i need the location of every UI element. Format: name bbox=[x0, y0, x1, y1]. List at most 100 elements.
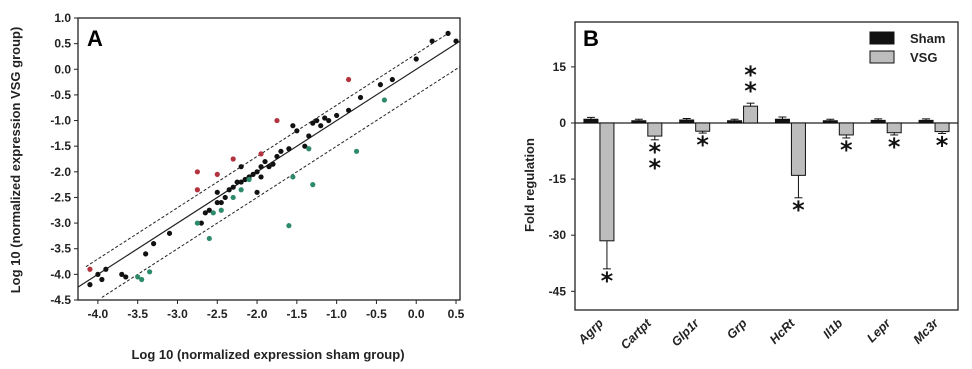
point-black bbox=[258, 174, 264, 180]
point-black bbox=[250, 171, 256, 177]
significance-star: * bbox=[840, 136, 853, 164]
point-green bbox=[286, 223, 292, 229]
y-tick-label: -3.5 bbox=[50, 242, 71, 256]
point-green bbox=[194, 220, 200, 226]
point-black bbox=[206, 207, 212, 213]
panel-a-xlabel: Log 10 (normalized expression sham group… bbox=[131, 347, 404, 362]
x-tick-label: -1.5 bbox=[287, 307, 308, 321]
x-tick-label: -1.0 bbox=[326, 307, 347, 321]
point-black bbox=[214, 189, 220, 195]
point-black bbox=[218, 199, 224, 206]
significance-star: * bbox=[792, 196, 805, 224]
category-label: HcRt bbox=[767, 316, 798, 347]
bar-sham bbox=[583, 118, 599, 124]
panel-a-ylabel: Log 10 (normalized expression VSG group) bbox=[8, 27, 23, 294]
point-green bbox=[135, 274, 141, 280]
point-black bbox=[230, 184, 236, 190]
point-black bbox=[290, 123, 296, 129]
x-tick-label: -2.0 bbox=[247, 307, 268, 321]
panel-a-letter: A bbox=[87, 26, 103, 51]
point-black bbox=[278, 148, 284, 154]
point-black bbox=[222, 194, 228, 201]
x-tick-label: -3.0 bbox=[167, 307, 188, 321]
point-black bbox=[357, 94, 364, 101]
point-green bbox=[218, 207, 224, 213]
bar-vsg bbox=[790, 122, 806, 176]
bar-vsg bbox=[886, 122, 902, 134]
point-black bbox=[95, 271, 101, 277]
panel-b-ylabel: Fold regulation bbox=[522, 138, 537, 232]
point-green bbox=[139, 276, 145, 283]
threshold-line-1 bbox=[85, 32, 449, 268]
category-label: Cartpt bbox=[618, 316, 655, 353]
y-tick-label: -4.0 bbox=[50, 267, 71, 281]
point-black bbox=[119, 271, 125, 277]
point-black bbox=[238, 179, 244, 185]
point-black bbox=[274, 153, 280, 160]
legend-sham-label: Sham bbox=[910, 31, 945, 46]
bar-sham bbox=[822, 120, 838, 124]
point-black bbox=[334, 112, 340, 119]
point-black bbox=[306, 133, 312, 139]
point-black bbox=[166, 230, 173, 236]
panel-a-frame bbox=[77, 17, 461, 301]
x-tick-label: 0.5 bbox=[448, 307, 465, 321]
significance-star: * bbox=[696, 131, 709, 159]
y-tick-label: 0.5 bbox=[54, 37, 71, 51]
y-tick-label: -30 bbox=[549, 228, 567, 242]
point-green bbox=[238, 187, 244, 193]
point-red bbox=[214, 171, 220, 177]
point-black bbox=[202, 210, 208, 216]
y-tick-label: -45 bbox=[549, 284, 567, 298]
x-tick-label: -4.0 bbox=[88, 307, 109, 321]
point-black bbox=[326, 117, 332, 124]
point-green bbox=[353, 148, 360, 154]
point-green bbox=[310, 182, 316, 188]
significance-star: * bbox=[649, 138, 662, 166]
point-green bbox=[210, 210, 216, 216]
legend-vsg-label: VSG bbox=[910, 50, 937, 65]
panel-b-letter: B bbox=[583, 26, 599, 51]
point-black bbox=[238, 164, 244, 170]
significance-star: * bbox=[936, 131, 949, 159]
panel-a-scatter: -4.0 -3.5 -3.0 -2.5 -2.0 -1.5 -1.0 -0.5 0.0 0.5 1.… bbox=[8, 11, 465, 362]
bar-sham bbox=[918, 119, 934, 124]
point-black bbox=[143, 251, 149, 257]
panel-b-frame bbox=[574, 21, 959, 311]
bar-vsg bbox=[695, 122, 711, 132]
point-red bbox=[345, 76, 352, 83]
category-label: Agrp bbox=[575, 316, 606, 347]
point-black bbox=[270, 161, 276, 167]
point-black bbox=[99, 276, 105, 283]
point-black bbox=[254, 169, 260, 175]
legend-vsg-swatch bbox=[869, 50, 895, 64]
significance-star: * bbox=[649, 154, 662, 182]
point-red bbox=[194, 187, 200, 193]
bar-vsg bbox=[743, 105, 759, 124]
bar-sham bbox=[774, 118, 790, 124]
bar-sham bbox=[631, 120, 647, 124]
x-tick-label: -0.5 bbox=[366, 307, 387, 321]
point-black bbox=[214, 199, 220, 206]
legend: Sham VSG bbox=[869, 31, 945, 65]
category-label: Mc3r bbox=[911, 315, 942, 346]
point-green bbox=[206, 235, 212, 242]
bar-vsg bbox=[599, 122, 615, 242]
y-tick-label: -2.5 bbox=[50, 190, 71, 204]
point-black bbox=[286, 146, 292, 152]
point-black bbox=[242, 176, 248, 183]
point-green bbox=[246, 176, 252, 183]
point-black bbox=[302, 143, 308, 149]
point-black bbox=[234, 179, 240, 185]
category-label: Grp bbox=[724, 316, 750, 342]
point-green bbox=[290, 174, 296, 180]
x-tick-label: -3.5 bbox=[127, 307, 148, 321]
x-tick-label: 0.0 bbox=[408, 307, 425, 321]
point-red bbox=[194, 169, 200, 175]
point-black bbox=[377, 82, 384, 88]
point-red bbox=[258, 151, 264, 157]
point-black bbox=[151, 241, 157, 247]
point-green bbox=[147, 269, 153, 275]
significance-star: * bbox=[888, 133, 901, 161]
